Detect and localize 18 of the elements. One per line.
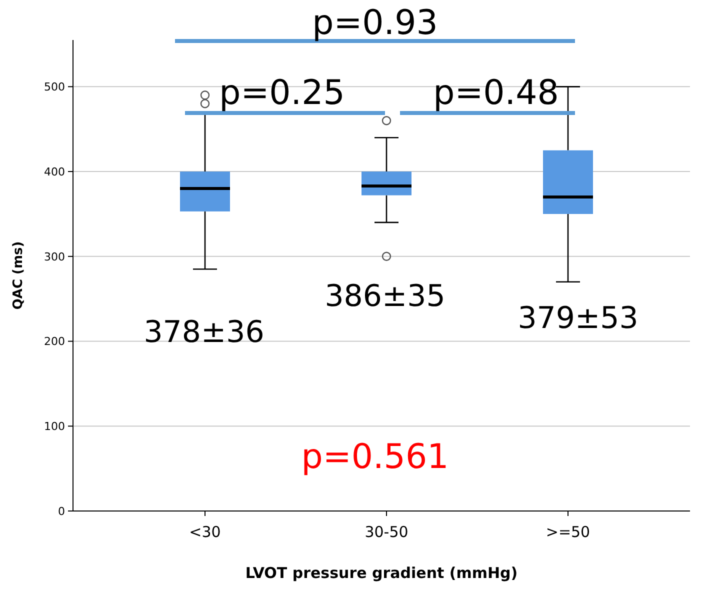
y-tick-label: 400 <box>44 165 65 178</box>
y-tick-label: 200 <box>44 335 65 348</box>
x-axis-title: LVOT pressure gradient (mmHg) <box>245 564 518 582</box>
y-axis-title: QAC (ms) <box>11 241 26 310</box>
y-tick-label: 0 <box>58 504 65 518</box>
x-tick-label: 30-50 <box>364 523 408 541</box>
annotation: p=0.25 <box>219 73 345 113</box>
y-tick-label: 500 <box>44 80 65 94</box>
x-tick-label: <30 <box>189 523 221 541</box>
annotation: 379±53 <box>518 301 638 336</box>
annotation: 378±36 <box>144 315 264 350</box>
y-tick-label: 300 <box>44 250 65 264</box>
x-tick-label: >=50 <box>546 523 590 541</box>
annotation: p=0.561 <box>301 437 449 477</box>
annotation: 386±35 <box>324 279 446 314</box>
annotation: p=0.93 <box>312 3 438 43</box>
y-tick-label: 100 <box>44 420 65 433</box>
annotation: p=0.48 <box>433 73 559 113</box>
